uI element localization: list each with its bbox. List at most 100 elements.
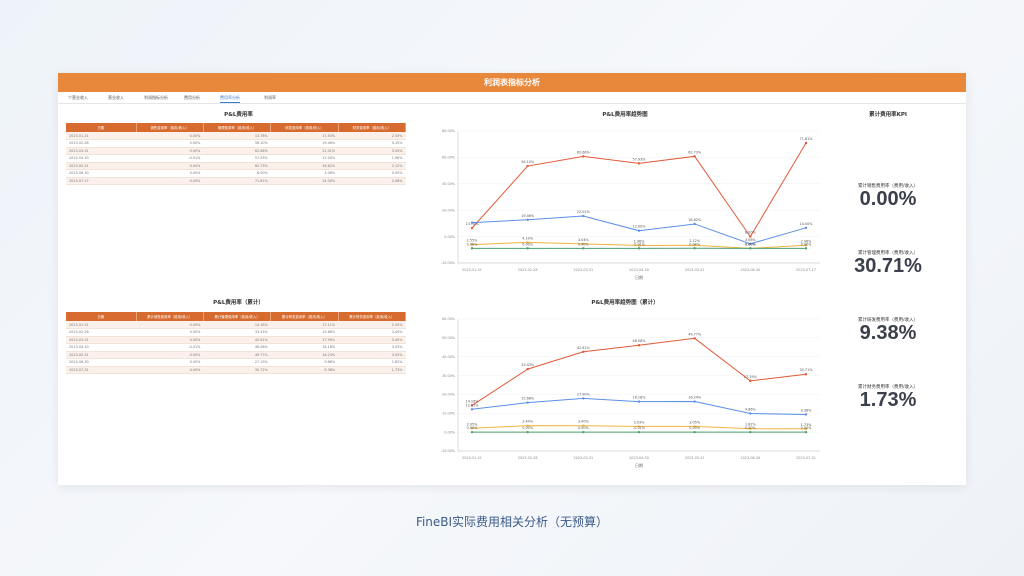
column-header[interactable]: 财务费用率（费用/收入） [338, 123, 407, 132]
tab-item-active[interactable]: 费用率分析 [220, 95, 240, 103]
data-point[interactable] [749, 427, 752, 430]
rate-cell: 1.82% [338, 358, 406, 367]
data-point[interactable] [470, 226, 474, 230]
data-point[interactable] [693, 222, 696, 226]
data-point[interactable] [582, 242, 585, 246]
data-point[interactable] [582, 397, 585, 400]
column-header[interactable]: 累计研发费用率（费用/收入） [270, 312, 339, 321]
data-point[interactable] [526, 401, 529, 404]
data-point[interactable] [582, 247, 585, 250]
data-label: 12.11% [466, 403, 480, 407]
y-tick-label: 20.00% [442, 208, 456, 212]
data-point[interactable] [693, 400, 696, 403]
x-tick-label: 2023-04-30 [629, 268, 649, 272]
x-tick-label: 2023-05-31 [685, 456, 705, 460]
tab-item[interactable]: 利润指标分析 [144, 95, 168, 100]
x-tick-label: 2023-06-30 [740, 268, 760, 272]
rate-cell: 71.81% [203, 177, 271, 185]
data-point[interactable] [749, 430, 752, 434]
rate-cell: 17.90% [270, 336, 339, 344]
data-point[interactable] [637, 400, 641, 403]
data-point[interactable] [749, 412, 752, 415]
data-label: 0.00% [578, 426, 590, 430]
column-header[interactable]: 累计管理费用率（费用/收入） [203, 312, 272, 321]
column-header[interactable]: 管理费用率（费用/收入） [203, 123, 272, 132]
data-point[interactable] [804, 373, 808, 376]
data-label: 14.18% [466, 399, 480, 403]
data-point[interactable] [804, 226, 808, 229]
data-point[interactable] [804, 413, 808, 416]
data-point[interactable] [526, 247, 529, 250]
date-cell: 2023-04-30 [66, 343, 136, 352]
data-point[interactable] [526, 241, 529, 244]
column-header[interactable]: 累计财务费用率（费用/收入） [338, 312, 407, 321]
data-point[interactable] [637, 247, 641, 250]
data-point[interactable] [470, 408, 474, 411]
date-cell: 2023-02-28 [66, 328, 136, 337]
data-point[interactable] [637, 229, 641, 232]
data-point[interactable] [637, 425, 641, 428]
data-point[interactable] [526, 218, 529, 221]
rate-cell: 3.06% [270, 169, 339, 178]
data-point[interactable] [749, 379, 752, 383]
data-point[interactable] [637, 162, 641, 165]
tab-item[interactable]: 费用分析 [184, 95, 200, 100]
data-point[interactable] [804, 247, 808, 250]
x-tick-label: 2023-03-31 [573, 456, 593, 460]
column-header[interactable]: 研发费用率（费用/收入） [270, 123, 339, 132]
data-point[interactable] [470, 430, 474, 434]
data-point[interactable] [526, 164, 529, 168]
data-label: 3.44% [522, 420, 534, 424]
tab-item[interactable]: 营业收入 [108, 95, 124, 100]
data-point[interactable] [637, 344, 641, 347]
data-label: 0.00% [689, 426, 701, 430]
dashboard-title: 利润表指标分析 [58, 73, 966, 92]
data-point[interactable] [693, 425, 696, 428]
tab-item[interactable]: 个营业收入 [68, 95, 88, 100]
data-point[interactable] [804, 430, 808, 434]
data-point[interactable] [693, 244, 696, 247]
data-label: -0.01% [633, 242, 646, 246]
data-label: 2.08% [801, 239, 813, 243]
data-point[interactable] [470, 404, 474, 407]
dashboard-panel: 利润表指标分析 个营业收入 营业收入 利润指标分析 费用分析 费用率分析 利润率… [58, 73, 966, 485]
data-point[interactable] [693, 337, 696, 340]
data-point[interactable] [582, 350, 585, 353]
data-point[interactable] [470, 221, 474, 224]
data-point[interactable] [526, 367, 529, 371]
data-point[interactable] [749, 247, 752, 250]
data-point[interactable] [693, 247, 696, 250]
data-point[interactable] [470, 243, 474, 246]
data-point[interactable] [582, 214, 585, 218]
table-row: 2023-07-17 0.00% 71.81% 14.00% 2.08% [66, 177, 406, 185]
column-header[interactable]: 日期 [66, 312, 137, 321]
column-header[interactable]: 销售费用率（费用/收入） [136, 123, 204, 132]
column-header[interactable]: 累计销售费用率（费用/收入） [136, 312, 204, 321]
data-point[interactable] [693, 430, 696, 434]
rate-cell: 0.00% [136, 147, 204, 155]
data-point[interactable] [804, 141, 808, 145]
data-point[interactable] [470, 427, 474, 430]
data-point[interactable] [637, 244, 641, 247]
rate-cell: 16.24% [270, 351, 339, 359]
table-row: 2023-01-31 0.00% 14.18% 17.11% 2.05% [66, 321, 406, 329]
data-point[interactable] [804, 427, 808, 431]
data-label: 0.00% [745, 242, 757, 246]
rate-cell: 46.08% [203, 343, 271, 352]
data-point[interactable] [526, 424, 529, 427]
data-point[interactable] [693, 155, 696, 158]
table-row: 2023-02-28 0.00% 33.43% 15.66% 3.44% [66, 328, 406, 337]
data-point[interactable] [526, 430, 529, 434]
data-point[interactable] [582, 424, 585, 427]
data-point[interactable] [582, 430, 585, 434]
data-point[interactable] [749, 242, 752, 246]
data-point[interactable] [749, 235, 752, 238]
data-point[interactable] [637, 430, 641, 434]
data-point[interactable] [582, 155, 585, 158]
data-label: 49.77% [688, 332, 702, 336]
y-tick-label: 10.00% [442, 411, 456, 415]
data-point[interactable] [470, 247, 474, 250]
tab-item[interactable]: 利润率 [264, 95, 276, 100]
data-point[interactable] [804, 244, 808, 247]
column-header[interactable]: 日期 [66, 123, 137, 132]
